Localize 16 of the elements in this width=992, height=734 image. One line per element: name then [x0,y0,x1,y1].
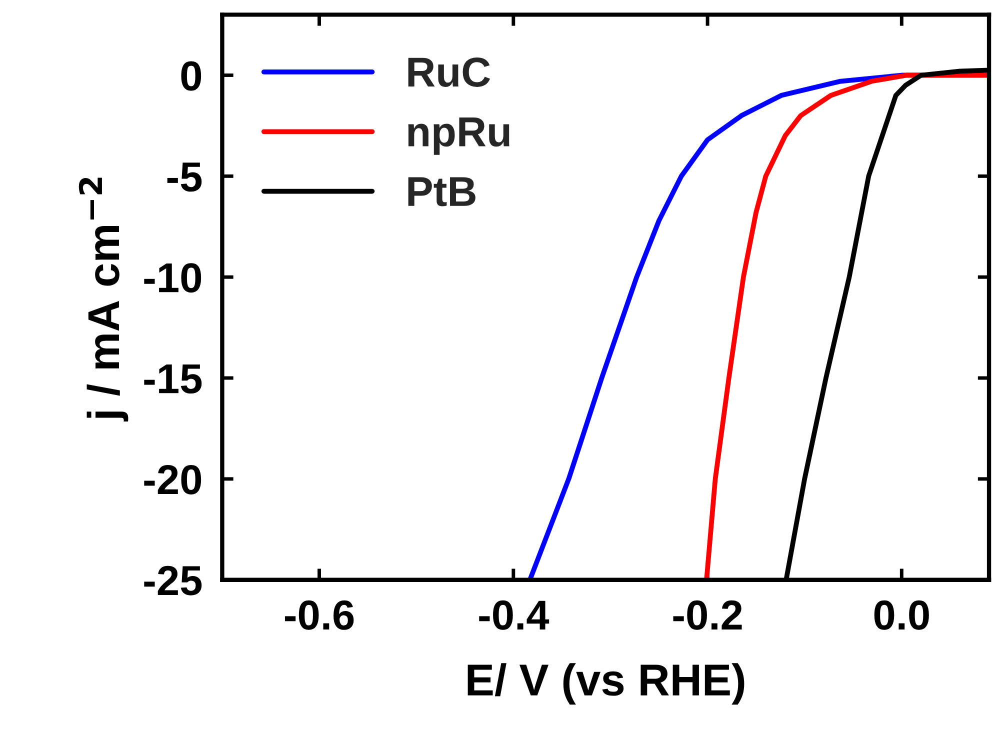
y-tick-label: -10 [144,263,202,293]
x-tick-label: -0.6 [285,600,354,630]
legend-label: PtB [408,177,476,206]
y-tick-label: 0 [181,61,202,91]
y-tick-label: -20 [144,464,202,494]
legend-label: RuC [408,57,490,87]
x-tick-label: 0.0 [874,600,929,630]
y-tick-label: -15 [144,364,202,394]
x-tick-label: -0.2 [673,600,742,630]
y-tick-label: -25 [144,566,202,596]
y-tick-label: -5 [167,162,202,192]
x-axis-title: E/ V (vs RHE) [468,663,744,705]
line-series [704,72,990,580]
legend-label: npRu [408,118,510,155]
x-tick-label: -0.4 [479,600,550,630]
y-axis-title: j / mA cm$^{−2}$ [78,178,128,422]
